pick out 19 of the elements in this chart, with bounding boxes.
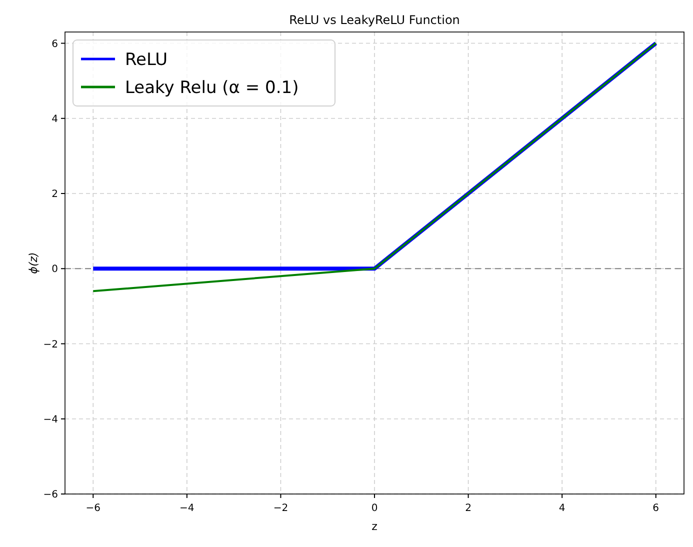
x-axis-title: z [372, 520, 378, 533]
y-tick-label: −6 [43, 490, 58, 500]
y-tick-label: 6 [52, 38, 58, 50]
x-tick-label: 2 [465, 503, 472, 514]
legend-label: ReLU [125, 50, 168, 70]
x-tick-label: −4 [180, 503, 194, 514]
y-tick-label: 2 [52, 189, 58, 200]
x-tick-label: 6 [652, 503, 660, 514]
legend-label: Leaky Relu (α = 0.1) [125, 78, 299, 98]
y-tick-label: 0 [52, 264, 58, 276]
y-axis-title: ϕ(z) [27, 252, 40, 274]
y-tick-label: −4 [43, 414, 58, 426]
x-tick-label: −2 [273, 503, 288, 514]
chart-title: ReLU vs LeakyReLU Function [289, 13, 460, 27]
y-tick-label: −2 [43, 339, 58, 350]
x-tick-label: 4 [558, 503, 566, 514]
x-tick-label: −6 [86, 503, 101, 514]
y-tick-label: 4 [52, 114, 58, 125]
x-tick-label: 0 [371, 503, 378, 514]
